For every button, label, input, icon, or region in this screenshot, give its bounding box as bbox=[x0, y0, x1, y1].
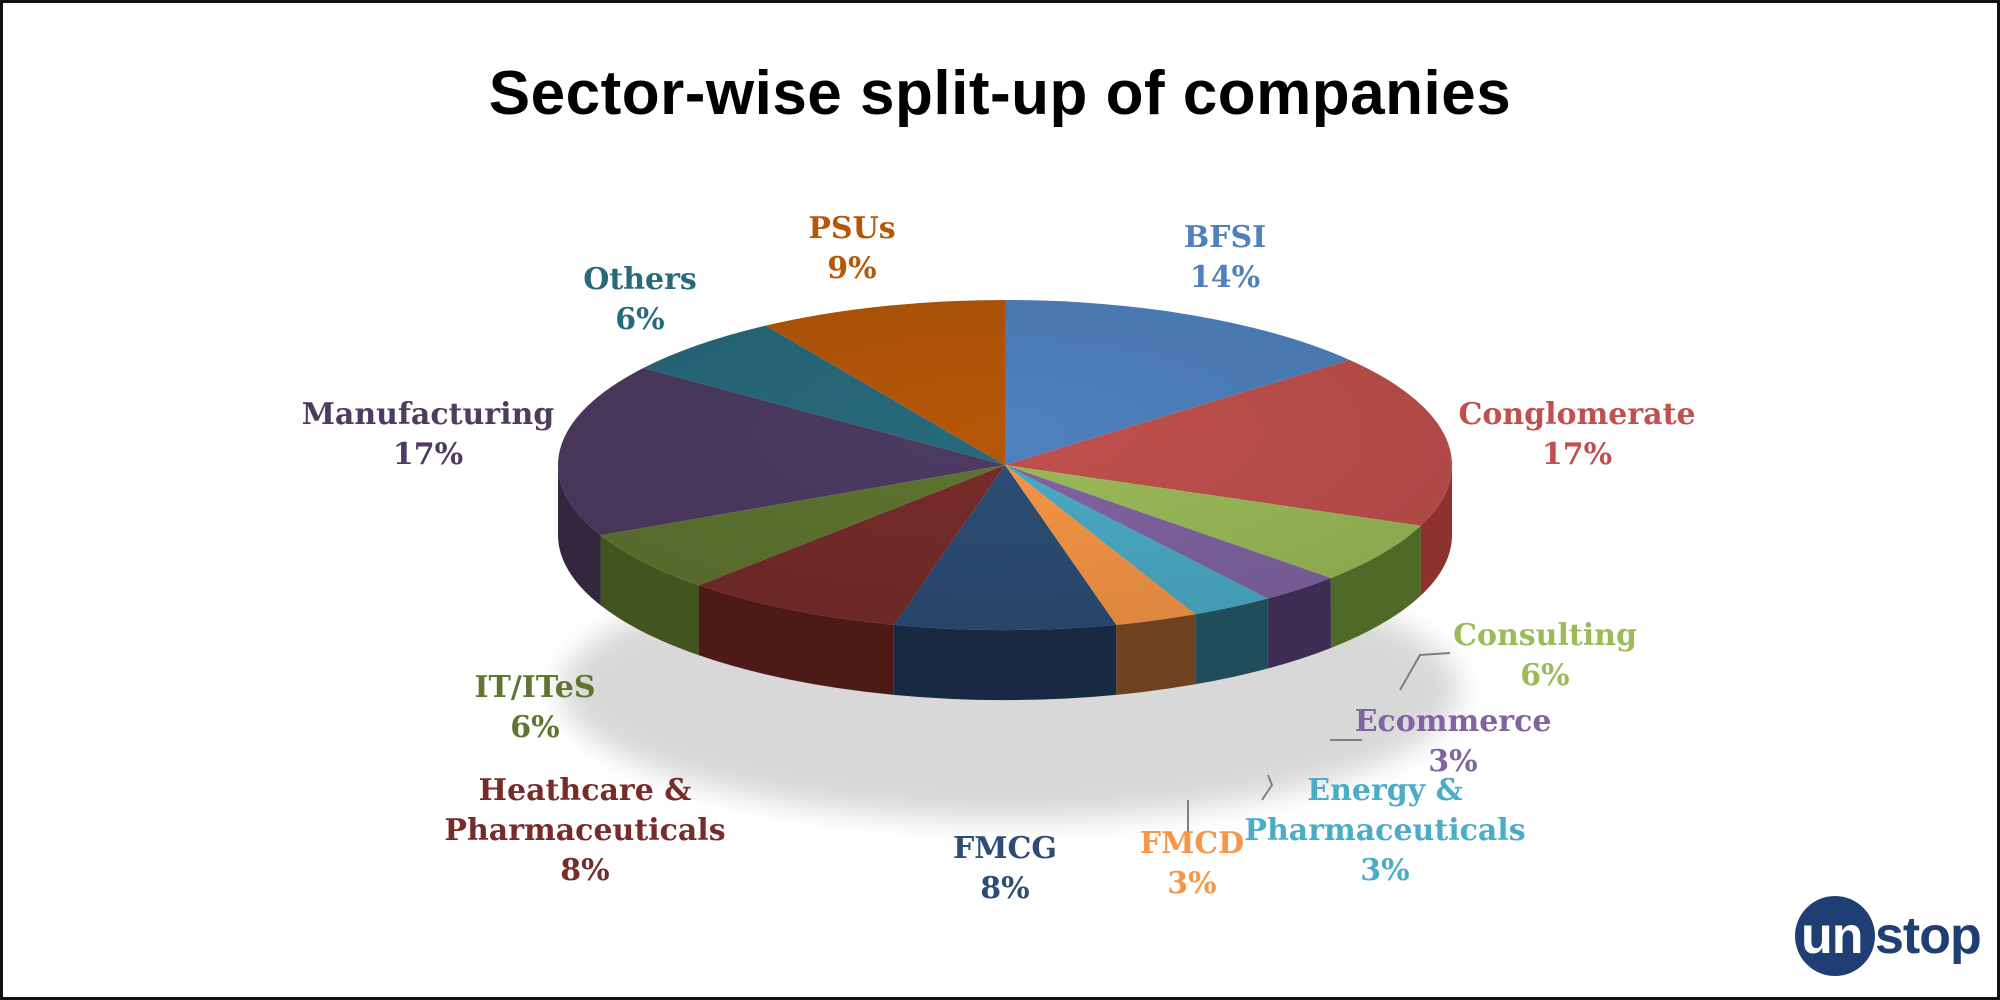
pie-side-it-ites bbox=[600, 535, 700, 656]
label-fmcg-value: 8% bbox=[980, 871, 1029, 906]
label-heathcare-pharmaceuticals-text: Heathcare & bbox=[479, 773, 692, 808]
label-bfsi-value: 14% bbox=[1190, 260, 1260, 295]
label-consulting-value: 6% bbox=[1520, 658, 1569, 693]
label-fmcd-value: 3% bbox=[1167, 866, 1216, 901]
pie-side-fmcg bbox=[893, 624, 1117, 700]
logo-text-stop: stop bbox=[1875, 907, 1982, 965]
label-conglomerate-value: 17% bbox=[1542, 437, 1612, 472]
label-conglomerate-text: Conglomerate bbox=[1458, 397, 1695, 432]
unstop-logo: un stop bbox=[1795, 896, 1982, 976]
leader-line-consulting bbox=[1399, 652, 1451, 691]
pie-side-heathcare-pharmaceuticals bbox=[699, 585, 894, 695]
pie-side-conglomerate bbox=[1420, 465, 1452, 596]
label-it-ites-text: IT/ITeS bbox=[475, 670, 596, 705]
pie-side-energy-pharmaceuticals bbox=[1195, 598, 1268, 685]
label-others-value: 6% bbox=[615, 302, 664, 337]
label-fmcg-text: FMCG bbox=[953, 831, 1057, 866]
label-psus-text: PSUs bbox=[808, 211, 895, 246]
label-others-text: Others bbox=[583, 262, 697, 297]
label-energy-pharmaceuticals-value: 3% bbox=[1360, 853, 1409, 888]
leader-line-energy-pharmaceuticals bbox=[1261, 774, 1274, 801]
label-consulting-text: Consulting bbox=[1453, 618, 1637, 653]
pie-side-fmcd bbox=[1116, 614, 1196, 695]
pie-top-shading bbox=[558, 300, 1452, 630]
pie-side-consulting bbox=[1330, 525, 1421, 648]
logo-text-un: un bbox=[1801, 907, 1864, 965]
logo-circle bbox=[1795, 896, 1875, 976]
label-manufacturing-text: Manufacturing bbox=[302, 397, 555, 432]
label-energy-pharmaceuticals-text: Pharmaceuticals bbox=[1244, 813, 1525, 848]
label-manufacturing-value: 17% bbox=[393, 437, 463, 472]
label-it-ites-value: 6% bbox=[510, 710, 559, 745]
label-heathcare-pharmaceuticals-text: Pharmaceuticals bbox=[444, 813, 725, 848]
label-ecommerce-value: 3% bbox=[1428, 744, 1477, 779]
chart-title: Sector-wise split-up of companies bbox=[488, 59, 1512, 128]
pie-side-ecommerce bbox=[1267, 577, 1331, 669]
label-ecommerce-text: Ecommerce bbox=[1355, 704, 1552, 739]
label-psus-value: 9% bbox=[827, 251, 876, 286]
label-bfsi-text: BFSI bbox=[1184, 220, 1266, 255]
pie-side-manufacturing bbox=[558, 465, 601, 606]
label-energy-pharmaceuticals-text: Energy & bbox=[1307, 773, 1463, 808]
label-heathcare-pharmaceuticals-value: 8% bbox=[560, 853, 609, 888]
label-fmcd-text: FMCD bbox=[1140, 826, 1244, 861]
